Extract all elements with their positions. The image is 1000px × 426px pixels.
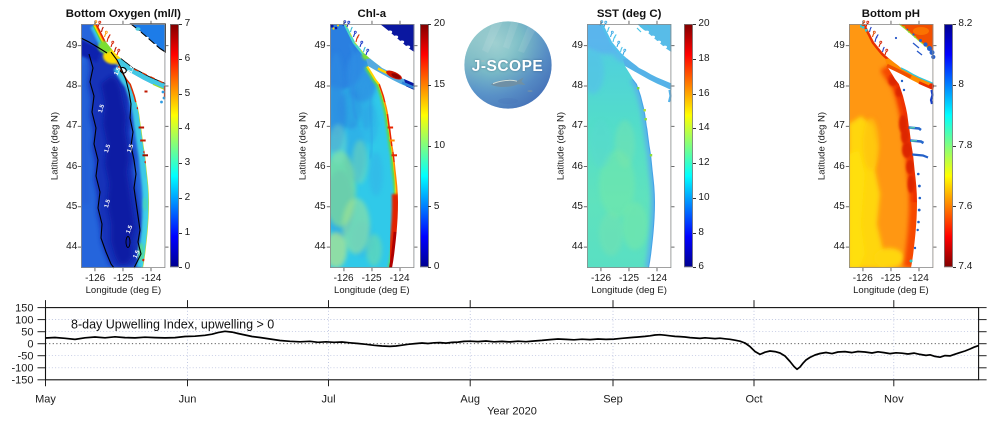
svg-text:1.5: 1.5 <box>128 64 137 75</box>
svg-text:150: 150 <box>15 302 33 314</box>
svg-text:Nov: Nov <box>884 394 904 406</box>
svg-text:Oct: Oct <box>745 394 762 406</box>
svg-text:1.5: 1.5 <box>114 66 123 77</box>
svg-text:-50: -50 <box>18 351 34 363</box>
svg-text:1.5: 1.5 <box>133 249 142 260</box>
svg-text:-100: -100 <box>11 363 33 375</box>
svg-text:0: 0 <box>27 339 33 351</box>
svg-text:1.5: 1.5 <box>104 198 112 208</box>
svg-text:50: 50 <box>21 327 33 339</box>
svg-text:-150: -150 <box>11 375 33 387</box>
svg-text:8-day Upwelling Index, upwelli: 8-day Upwelling Index, upwelling > 0 <box>71 318 274 332</box>
svg-text:May: May <box>35 394 56 406</box>
svg-text:1.5: 1.5 <box>104 143 112 153</box>
svg-text:100: 100 <box>15 314 33 326</box>
svg-text:1.5: 1.5 <box>127 143 136 154</box>
svg-text:Aug: Aug <box>460 394 480 406</box>
svg-text:Jul: Jul <box>321 394 335 406</box>
svg-text:Jun: Jun <box>179 394 197 406</box>
svg-text:1.5: 1.5 <box>98 103 106 113</box>
svg-text:1.5: 1.5 <box>126 224 135 235</box>
svg-text:Sep: Sep <box>603 394 623 406</box>
svg-text:Year 2020: Year 2020 <box>487 406 537 418</box>
